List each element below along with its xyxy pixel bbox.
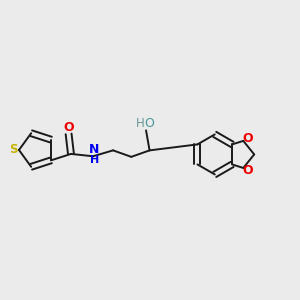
Text: N: N bbox=[89, 143, 99, 156]
Text: H: H bbox=[136, 117, 145, 130]
Text: S: S bbox=[9, 143, 18, 157]
Text: O: O bbox=[144, 117, 154, 130]
Text: O: O bbox=[63, 121, 74, 134]
Text: H: H bbox=[90, 155, 99, 165]
Text: O: O bbox=[243, 132, 253, 145]
Text: O: O bbox=[243, 164, 253, 177]
